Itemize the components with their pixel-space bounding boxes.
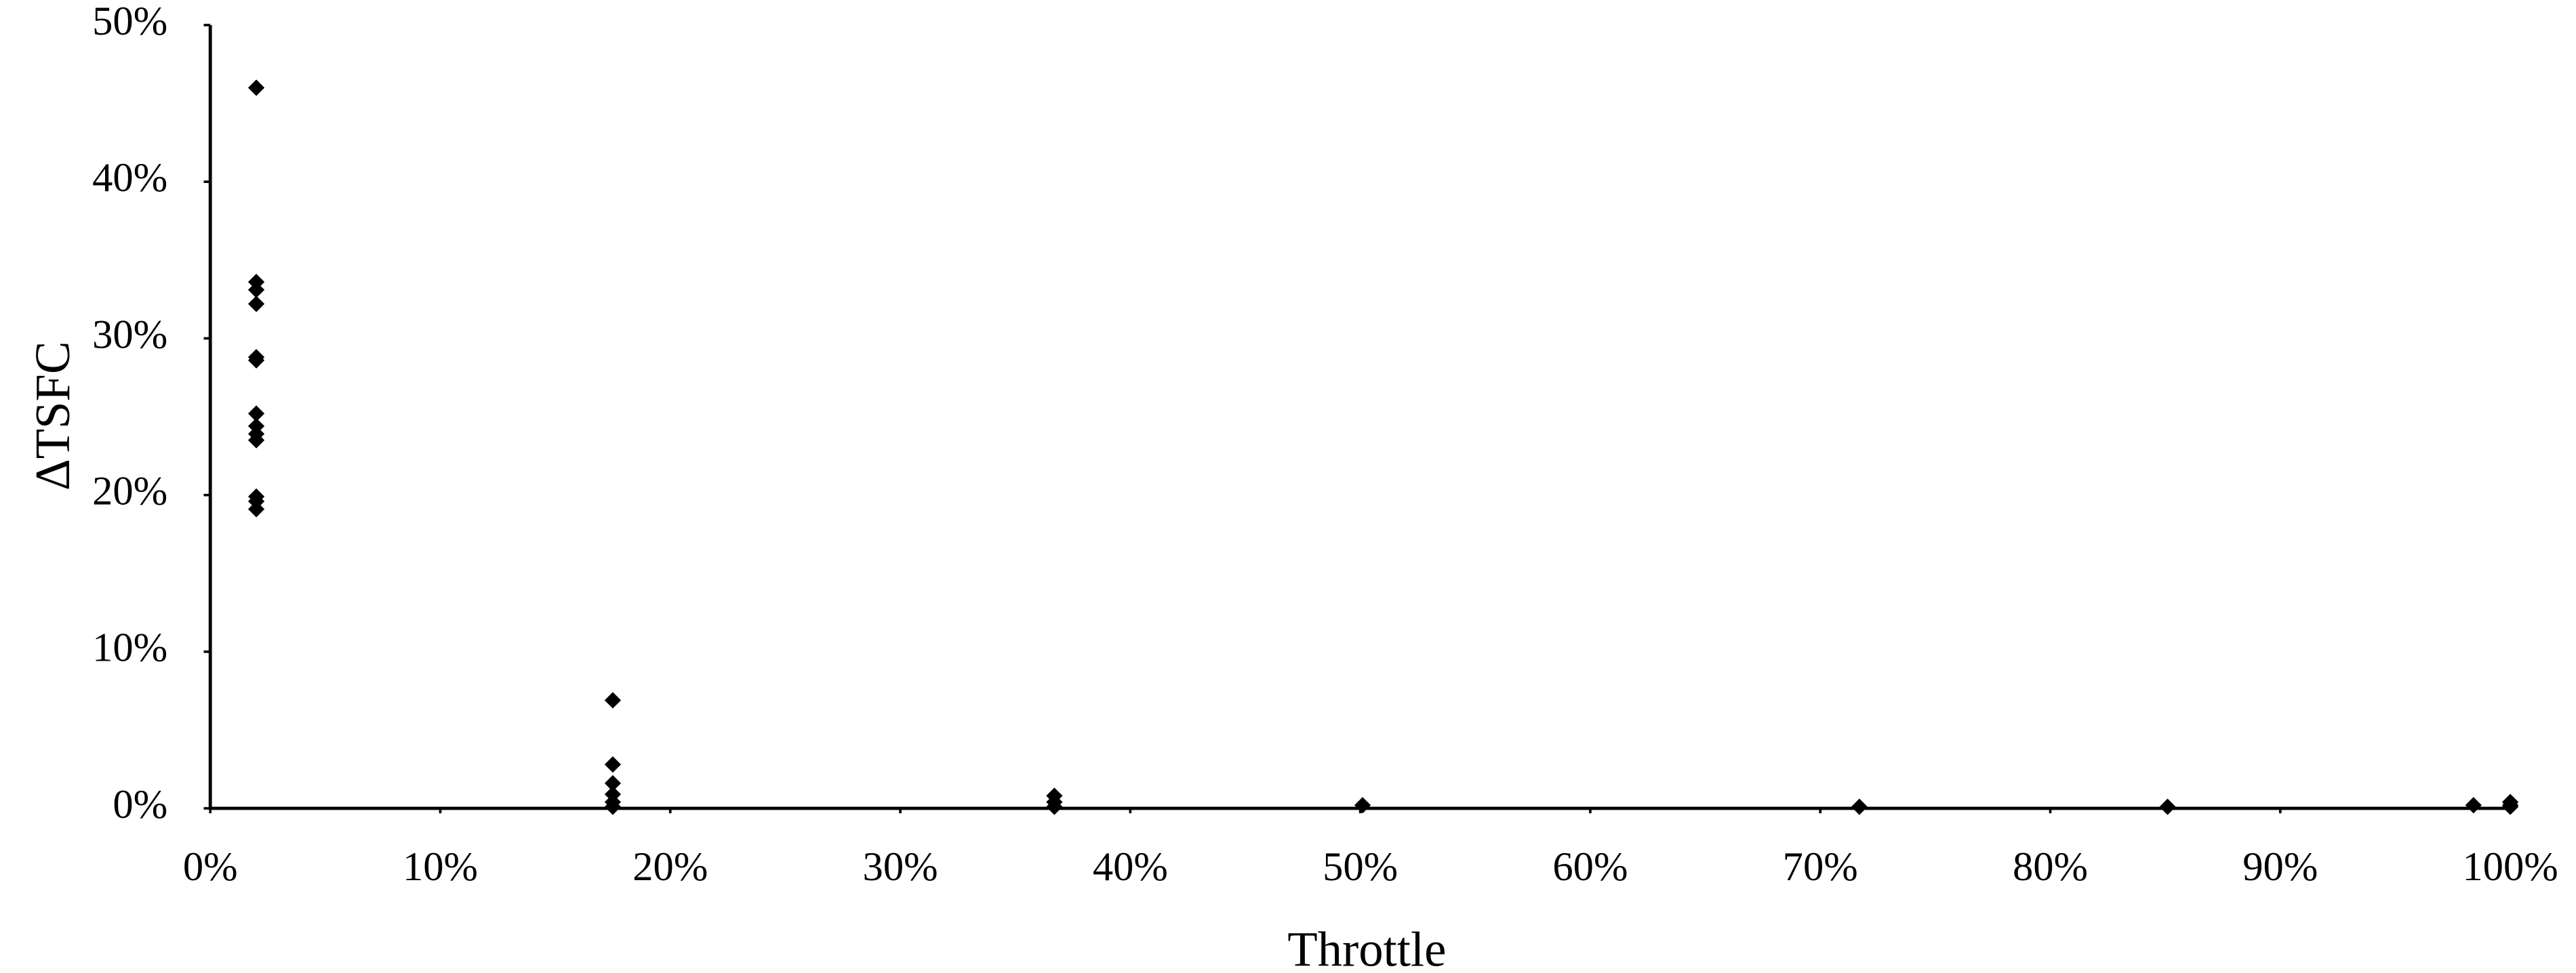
x-tick-label: 10% xyxy=(403,844,478,890)
point xyxy=(1046,798,1063,815)
point xyxy=(2465,797,2482,814)
x-tick-label: 90% xyxy=(2242,844,2318,890)
x-tick-label: 30% xyxy=(863,844,938,890)
x-tick-label: 80% xyxy=(2013,844,2088,890)
point xyxy=(2159,798,2176,815)
point xyxy=(2501,798,2519,815)
point xyxy=(247,352,265,369)
x-tick-label: 40% xyxy=(1093,844,1168,890)
y-tick-label: 40% xyxy=(92,155,167,201)
y-tick-label: 20% xyxy=(92,469,167,514)
point xyxy=(247,405,265,422)
point xyxy=(604,798,622,815)
point xyxy=(247,295,265,312)
x-tick-label: 50% xyxy=(1323,844,1398,890)
x-tick-label: 70% xyxy=(1783,844,1858,890)
point xyxy=(1851,798,1868,815)
y-tick-label: 10% xyxy=(92,625,167,671)
point xyxy=(604,774,622,792)
point xyxy=(247,281,265,298)
point xyxy=(604,692,622,709)
point xyxy=(247,432,265,449)
point xyxy=(604,756,622,773)
x-tick-label: 60% xyxy=(1552,844,1628,890)
point xyxy=(1354,797,1371,814)
x-tick-label: 0% xyxy=(183,844,238,890)
y-tick-label: 0% xyxy=(113,782,167,827)
y-tick-label: 50% xyxy=(92,0,167,44)
x-tick-label: 100% xyxy=(2462,844,2558,890)
y-tick-label: 30% xyxy=(92,312,167,357)
x-tick-label: 20% xyxy=(632,844,708,890)
x-axis-title: Throttle xyxy=(1287,922,1446,973)
point xyxy=(247,79,265,96)
y-axis-title: ΔTSFC xyxy=(25,341,80,491)
point xyxy=(247,501,265,518)
